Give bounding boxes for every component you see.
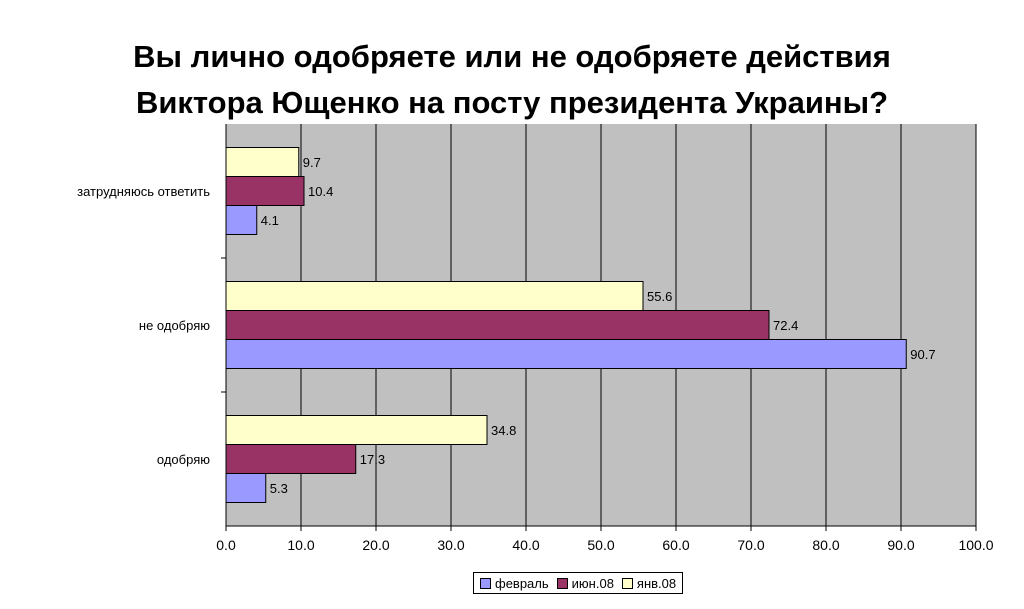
category-label-2: одобряю [157, 452, 210, 467]
tick-label-x-5: 50.0 [587, 537, 614, 553]
legend-item-jan08: янв.08 [621, 575, 677, 591]
tick-label-x-0: 0.0 [216, 537, 236, 553]
tick-label-x-7: 70.0 [737, 537, 764, 553]
legend-swatch-jun08 [556, 577, 568, 589]
data-label-2-0: 34.8 [491, 423, 516, 438]
chart-title-line-1: Вы лично одобряете или не одобряете дейс… [133, 39, 891, 74]
tick-label-x-8: 80.0 [812, 537, 839, 553]
data-label-2-2: 5.3 [270, 481, 288, 496]
data-label-1-2: 90.7 [910, 347, 935, 362]
legend-label-jun08: июн.08 [571, 575, 614, 591]
legend-swatch-jan08 [621, 577, 633, 589]
category-label-0: затрудняюсь ответить [77, 184, 210, 199]
bar-2-0 [225, 415, 488, 445]
tick-label-x-6: 60.0 [662, 537, 689, 553]
bar-0-1 [225, 176, 305, 206]
bar-0-2 [225, 205, 258, 235]
tick-label-x-1: 10.0 [287, 537, 314, 553]
chart-legend: февраль июн.08 янв.08 [473, 572, 684, 594]
tick-label-x-4: 40.0 [512, 537, 539, 553]
data-label-1-0: 55.6 [647, 289, 672, 304]
data-label-2-1: 17.3 [360, 452, 385, 467]
tick-label-x-2: 20.0 [362, 537, 389, 553]
data-label-1-1: 72.4 [773, 318, 798, 333]
legend-label-feb: февраль [495, 575, 549, 591]
tick-label-x-3: 30.0 [437, 537, 464, 553]
legend-label-jan08: янв.08 [636, 575, 677, 591]
tick-label-x-10: 100.0 [958, 537, 993, 553]
legend-swatch-feb [480, 577, 491, 589]
data-label-0-1: 10.4 [308, 184, 333, 199]
data-label-0-2: 4.1 [261, 213, 279, 228]
data-label-0-0: 9.7 [303, 155, 321, 170]
bar-0-0 [225, 147, 300, 177]
legend-item-feb: февраль [480, 576, 549, 591]
chart-title: Вы лично одобряете или не одобряете дейс… [0, 34, 1024, 126]
bar-1-1 [225, 310, 770, 340]
bar-1-0 [225, 281, 644, 311]
bar-2-1 [225, 444, 357, 474]
tick-label-x-9: 90.0 [887, 537, 914, 553]
legend-item-jun08: июн.08 [556, 575, 614, 591]
bar-2-2 [225, 473, 267, 503]
category-label-1: не одобряю [139, 318, 210, 333]
bar-1-2 [225, 339, 907, 369]
chart-title-line-2: Виктора Ющенко на посту президента Украи… [135, 85, 889, 120]
